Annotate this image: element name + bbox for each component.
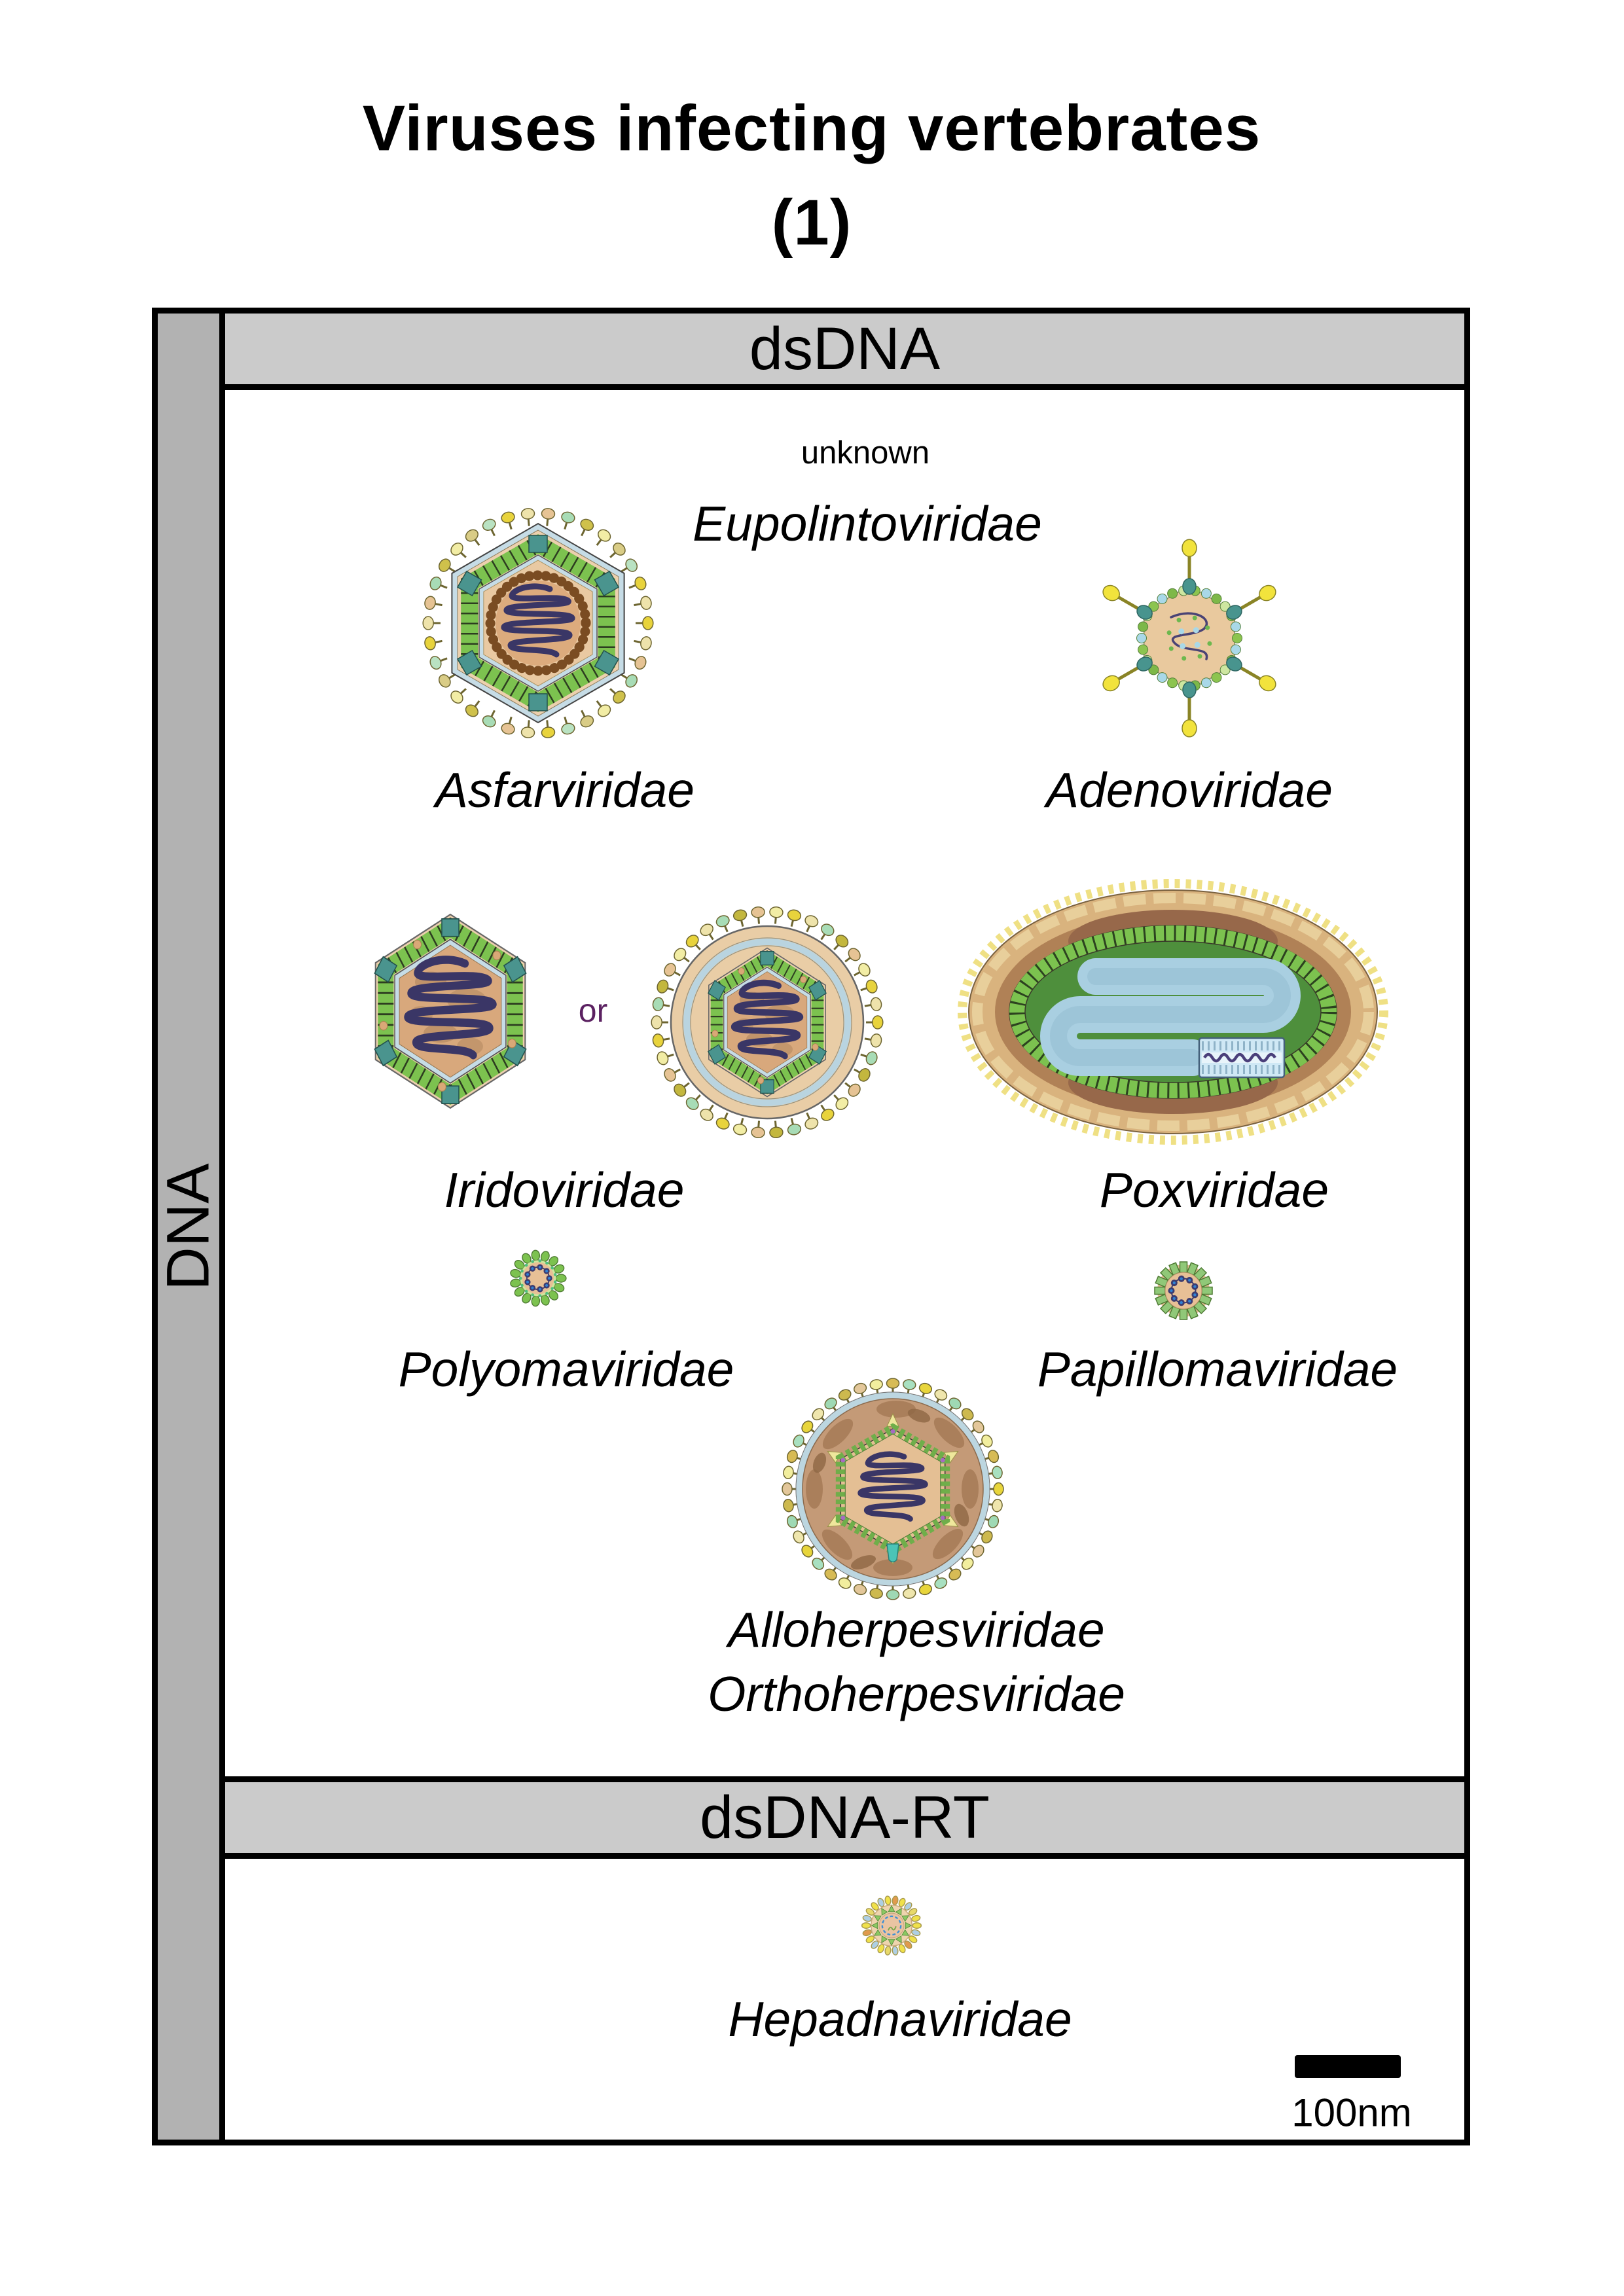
herpesviridae-virion-illustration (782, 1378, 1004, 1600)
scale-bar-label: 100nm (1291, 2090, 1412, 2135)
asfarviridae-label: Asfarviridae (435, 762, 695, 817)
polyomaviridae-label: Polyomaviridae (398, 1342, 734, 1397)
section-header-dsdna-rt-label: dsDNA-RT (699, 1784, 990, 1851)
iridoviridae-enveloped-virion-illustration (651, 906, 884, 1138)
polyomaviridae-virion-illustration (510, 1249, 567, 1307)
section-header-dsdna: dsDNA (219, 308, 1470, 390)
orthoherpesviridae-label: Orthoherpesviridae (708, 1666, 1125, 1721)
dsdna-rt-content-panel (219, 1859, 1470, 2145)
adenoviridae-virion-illustration (1102, 539, 1276, 738)
papillomaviridae-label: Papillomaviridae (1037, 1342, 1398, 1397)
papillomaviridae-virion-illustration (1154, 1261, 1213, 1320)
section-header-dsdna-label: dsDNA (749, 315, 941, 382)
genome-group-label: DNA (154, 1162, 222, 1291)
section-header-dsdna-rt: dsDNA-RT (219, 1776, 1470, 1859)
asfarviridae-virion-illustration (422, 508, 654, 738)
iridoviridae-naked-virion-illustration (352, 906, 549, 1116)
page-title: Viruses infecting vertebrates (362, 92, 1261, 164)
page-title-number: (1) (771, 186, 852, 259)
genome-group-bar: DNA (152, 308, 225, 2145)
iridoviridae-label: Iridoviridae (444, 1162, 685, 1217)
unknown-note: unknown (801, 435, 930, 471)
hepadnaviridae-virion-illustration (861, 1895, 922, 1956)
scale-bar (1295, 2055, 1401, 2078)
poxviridae-label: Poxviridae (1099, 1162, 1329, 1217)
hepadnaviridae-label: Hepadnaviridae (728, 1992, 1072, 2047)
alloherpesviridae-label: Alloherpesviridae (728, 1602, 1105, 1657)
eupolintoviridae-label: Eupolintoviridae (693, 496, 1042, 551)
or-label: or (578, 992, 608, 1029)
adenoviridae-label: Adenoviridae (1046, 762, 1333, 817)
poxviridae-virion-illustration (958, 879, 1388, 1145)
